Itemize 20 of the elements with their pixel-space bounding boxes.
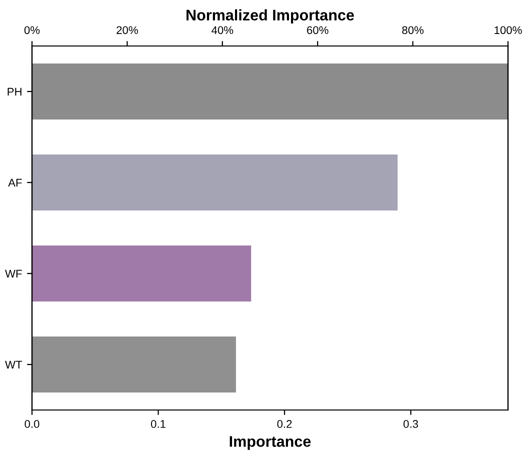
x-tick-label: 0.1 bbox=[150, 420, 166, 428]
y-tick-label: PH bbox=[8, 88, 22, 96]
x2-tick-label: 100% bbox=[494, 26, 522, 34]
x2-tick-label: 60% bbox=[307, 26, 328, 34]
bar bbox=[32, 246, 252, 302]
y-tick-label: WT bbox=[5, 360, 22, 369]
x2-tick-label: 40% bbox=[212, 26, 234, 34]
bar bbox=[32, 154, 398, 210]
bar bbox=[32, 64, 508, 120]
x-tick-label: 0.0 bbox=[24, 420, 40, 428]
x-axis-title: Importance bbox=[230, 436, 311, 450]
x2-tick-label: 0% bbox=[24, 26, 40, 34]
x-tick-label: 0.2 bbox=[277, 420, 292, 428]
y-tick-label: WF bbox=[5, 270, 22, 278]
bar bbox=[32, 336, 236, 392]
x2-tick-label: 20% bbox=[116, 26, 138, 34]
y-tick-label: AF bbox=[8, 178, 22, 187]
x-tick-label: 0.3 bbox=[403, 420, 418, 428]
x2-axis-title: Normalized Importance bbox=[186, 9, 354, 24]
x2-tick-label: 80% bbox=[402, 26, 424, 34]
